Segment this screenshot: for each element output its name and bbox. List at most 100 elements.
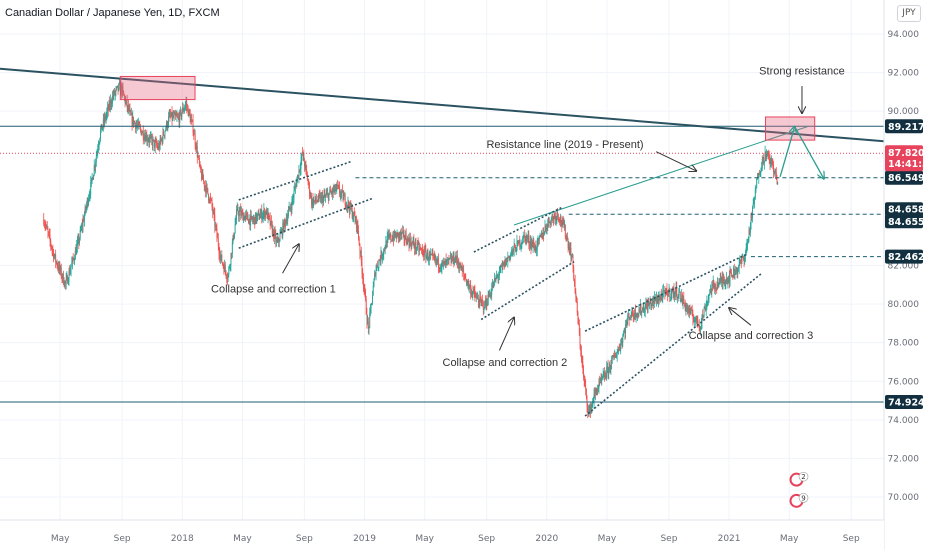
- candle-body: [358, 238, 360, 245]
- highlight-box: [765, 116, 816, 141]
- candle-body: [344, 195, 345, 197]
- y-axis[interactable]: 94.000 92.000 90.000 82.000 80.000 78.000 76.0…: [883, 0, 932, 550]
- candle-body: [252, 218, 254, 221]
- candle-body: [246, 213, 248, 215]
- candle-body: [598, 381, 600, 388]
- event-markers[interactable]: 29: [789, 471, 809, 508]
- candle-body: [254, 217, 256, 225]
- candle-body: [611, 356, 613, 360]
- arrows: [282, 86, 824, 351]
- candle-body: [629, 317, 631, 320]
- candle-body: [430, 254, 432, 256]
- candle-body: [128, 105, 130, 111]
- candle-body: [479, 296, 481, 306]
- candle-body: [517, 240, 519, 242]
- candle-body: [399, 232, 401, 236]
- candle-body: [637, 313, 638, 318]
- candle-body: [550, 218, 552, 225]
- candle-body: [719, 279, 720, 285]
- candle-body: [556, 211, 558, 218]
- candle-body: [501, 264, 503, 267]
- candle-body: [618, 348, 620, 350]
- candle-body: [44, 224, 46, 226]
- event-count-bubble[interactable]: [798, 493, 809, 503]
- candle-body: [88, 199, 90, 205]
- candle-body: [632, 315, 634, 317]
- candle-body: [74, 259, 76, 261]
- candle-body: [494, 277, 495, 282]
- candle-body: [153, 139, 155, 141]
- candle-body: [81, 225, 83, 227]
- annotation-label: Collapse and correction 2: [443, 357, 568, 369]
- candle-body: [401, 232, 403, 235]
- x-axis[interactable]: May Sep 2018 May Sep 2019 May Sep 2020 May Sep 2021…: [0, 519, 884, 550]
- candle-body: [376, 265, 378, 270]
- candle-body: [539, 236, 541, 237]
- candle-body: [163, 135, 165, 136]
- candle-body: [729, 270, 731, 282]
- candle-body: [562, 219, 563, 226]
- candle-body: [310, 195, 312, 197]
- candle-body: [306, 168, 308, 174]
- annotation-label: Strong resistance: [759, 66, 845, 78]
- candle-body: [545, 226, 547, 228]
- candle-body: [79, 238, 80, 244]
- candle-body: [562, 219, 564, 223]
- candle-body: [329, 190, 331, 194]
- candle-body: [581, 359, 583, 363]
- candle-body: [289, 206, 291, 209]
- candle-body: [423, 255, 425, 257]
- candle-body: [187, 107, 189, 116]
- candle-body: [429, 253, 431, 256]
- candle-body: [232, 235, 234, 243]
- candle-body: [292, 198, 294, 200]
- candle-body: [447, 257, 449, 259]
- candle-body: [711, 284, 713, 293]
- candle-body: [445, 259, 447, 262]
- candle-body: [368, 327, 370, 329]
- candle-body: [713, 281, 715, 284]
- candle-body: [313, 200, 315, 206]
- candle-body: [480, 299, 482, 302]
- event-count-bubble[interactable]: [798, 471, 809, 482]
- candle-body: [71, 262, 73, 267]
- candle-body: [761, 167, 763, 171]
- candle-body: [696, 315, 698, 321]
- candle-body: [566, 236, 568, 240]
- candle-body: [439, 267, 441, 269]
- candle-body: [106, 111, 108, 116]
- candle-body: [252, 219, 254, 221]
- candle-body: [728, 276, 730, 282]
- candle-body: [402, 230, 404, 233]
- candle-body: [369, 307, 371, 313]
- candle-body: [723, 281, 725, 285]
- candle-body: [503, 262, 505, 265]
- candle-body: [456, 255, 458, 261]
- candle-body: [174, 113, 176, 115]
- candle-body: [277, 237, 279, 242]
- candle-body: [224, 265, 226, 272]
- currency-button[interactable]: JPY: [897, 5, 921, 22]
- price-badge-label: 84.658: [888, 205, 925, 216]
- candle-body: [85, 207, 87, 210]
- candle-body: [473, 289, 474, 293]
- candle-body: [492, 284, 494, 288]
- candle-body: [654, 296, 656, 302]
- candle-body: [482, 301, 484, 310]
- candle-body: [735, 270, 737, 275]
- candle-body: [52, 249, 54, 251]
- candle-body: [137, 125, 139, 127]
- candle-body: [255, 213, 256, 225]
- candle-body: [480, 296, 481, 300]
- candle-body: [405, 234, 406, 240]
- candle-body: [749, 223, 751, 233]
- candle-body: [484, 301, 486, 310]
- candle-body: [396, 232, 398, 239]
- candle-body: [43, 219, 45, 225]
- candle-body: [311, 195, 312, 206]
- candle-body: [136, 125, 138, 127]
- candle-body: [134, 121, 136, 124]
- candle-body: [111, 95, 113, 104]
- candle-body: [305, 163, 307, 169]
